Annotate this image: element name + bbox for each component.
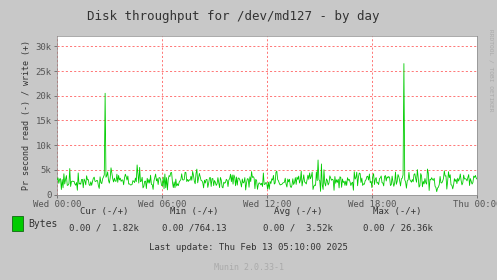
Text: Bytes: Bytes [28, 219, 58, 229]
Text: 0.00 /  3.52k: 0.00 / 3.52k [263, 224, 333, 233]
Text: Min (-/+): Min (-/+) [169, 207, 218, 216]
Text: Disk throughput for /dev/md127 - by day: Disk throughput for /dev/md127 - by day [87, 10, 380, 23]
Text: 0.00 / 26.36k: 0.00 / 26.36k [363, 224, 432, 233]
Text: Avg (-/+): Avg (-/+) [274, 207, 323, 216]
Y-axis label: Pr second read (-) / write (+): Pr second read (-) / write (+) [22, 41, 31, 190]
Text: Cur (-/+): Cur (-/+) [80, 207, 129, 216]
Text: 0.00 /  1.82k: 0.00 / 1.82k [70, 224, 139, 233]
Text: Last update: Thu Feb 13 05:10:00 2025: Last update: Thu Feb 13 05:10:00 2025 [149, 243, 348, 252]
Text: Munin 2.0.33-1: Munin 2.0.33-1 [214, 263, 283, 272]
Text: RRDTOOL / TOBI OETIKER: RRDTOOL / TOBI OETIKER [489, 29, 494, 111]
Text: Max (-/+): Max (-/+) [373, 207, 422, 216]
Text: 0.00 /764.13: 0.00 /764.13 [162, 224, 226, 233]
